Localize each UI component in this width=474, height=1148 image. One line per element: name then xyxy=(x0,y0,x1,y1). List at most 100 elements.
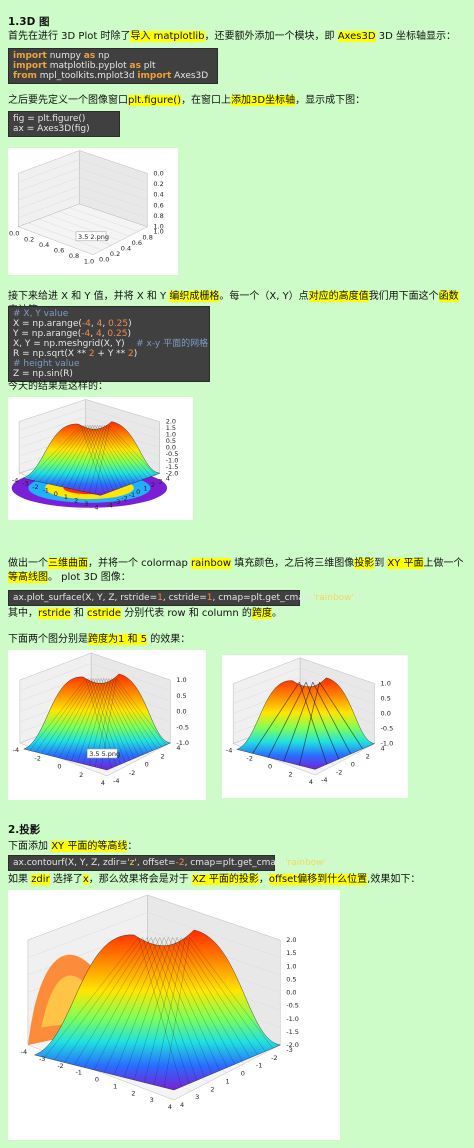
text-run: ，在窗口上 xyxy=(181,95,232,106)
code-token: 2 xyxy=(128,349,134,359)
text-run: ，显示成下图： xyxy=(295,95,366,106)
highlight: XZ 平面的投影 xyxy=(191,874,259,885)
y-tick-label: 4 xyxy=(381,745,385,753)
mesh-line xyxy=(185,937,266,1052)
text-run: 和 xyxy=(70,608,87,619)
x-tick-label: -4 xyxy=(226,747,232,755)
z-tick-label: 0.5 xyxy=(166,437,176,445)
code-block: fig = plt.figure() ax = Axes3D(fig) xyxy=(8,111,120,137)
mesh-line xyxy=(72,425,100,490)
mesh-line xyxy=(283,682,314,762)
paragraph: 首先在进行 3D Plot 时除了导入 matplotlib，还要额外添加一个模… xyxy=(8,30,466,44)
y-tick-label: -4 xyxy=(321,776,327,784)
mesh-line xyxy=(153,937,186,1086)
code-line: Y = np.arange(-4, 4, 0.25) xyxy=(13,329,205,339)
mesh-line xyxy=(39,425,86,482)
y-tick-label: -1 xyxy=(256,1062,262,1070)
x-tick-label: -3 xyxy=(39,1055,45,1063)
mesh-line xyxy=(111,678,157,749)
z-tick-label: -1.5 xyxy=(286,1028,299,1036)
x-tick-label: -1 xyxy=(75,1069,81,1077)
tag-box xyxy=(86,748,118,759)
z-tick-label: -0.5 xyxy=(381,725,394,733)
text-run: 接下来给进 X 和 Y 值，并将 X 和 Y xyxy=(8,291,170,302)
code-token: plt xyxy=(140,61,156,71)
mesh-line xyxy=(159,937,220,1071)
code-line: ax = Axes3D(fig) xyxy=(13,124,115,134)
highlight: XY 平面 xyxy=(387,558,424,569)
highlight: 等高线图 xyxy=(8,572,48,583)
mesh-line xyxy=(33,425,84,481)
y-tick-label: 2 xyxy=(366,753,370,761)
grid-line xyxy=(19,416,86,440)
mesh-line xyxy=(298,682,320,766)
x-tick-label: -2 xyxy=(246,755,252,763)
highlight: 投影 xyxy=(354,558,375,569)
mesh-line xyxy=(44,937,139,1058)
grid-line xyxy=(18,159,80,183)
x-tick-label: -2 xyxy=(57,1062,63,1070)
z-tick-label: 0.0 xyxy=(381,710,391,718)
text-run: ，那么效果将会是对于 xyxy=(88,874,192,885)
mesh-line xyxy=(94,425,131,485)
highlight: 跨度 xyxy=(251,608,272,619)
x-tick-label: -1 xyxy=(42,486,48,494)
mesh-line xyxy=(113,678,162,747)
code-token: -2 xyxy=(175,858,185,868)
x-tick-label: -4 xyxy=(21,1048,27,1056)
y-tick-label: 4 xyxy=(176,744,180,752)
code-token: , cmap=plt.get_cmap( xyxy=(212,593,314,603)
y-tick-label: 3 xyxy=(158,478,162,486)
text-run: 。 plot 3D 图像： xyxy=(48,572,131,583)
code-token: 'rainbow' xyxy=(285,858,327,868)
y-tick-label: -4 xyxy=(113,777,119,785)
image-tag: 3.5 2.png xyxy=(75,231,109,242)
code-token: ax = Axes3D(fig) xyxy=(13,124,90,134)
mesh-line xyxy=(53,678,97,757)
mesh-line xyxy=(29,678,86,751)
mesh-line xyxy=(109,425,156,475)
mesh-line xyxy=(35,678,89,753)
mesh-line xyxy=(319,681,363,750)
code-line: ax.contourf(X, Y, Z, zdir='z', offset=-2… xyxy=(13,858,333,868)
mesh-line xyxy=(189,937,273,1049)
mesh-line xyxy=(168,937,235,1065)
y-tick-label: 2 xyxy=(151,481,155,489)
code-token: 4 xyxy=(95,329,102,339)
mesh-line xyxy=(104,937,165,1073)
x-tick-label: 1 xyxy=(113,1082,117,1090)
mesh-line xyxy=(44,425,88,484)
code-token: , xyxy=(90,319,97,329)
y-tick-label: -3 xyxy=(286,1046,292,1054)
mesh-line xyxy=(155,937,213,1074)
mesh-line xyxy=(180,937,258,1055)
grid-line xyxy=(147,912,281,958)
z-tick-label: 0.0 xyxy=(153,169,163,177)
surface xyxy=(22,421,160,496)
z-tick-label: 1.0 xyxy=(153,223,163,231)
y-tick-label: 1 xyxy=(226,1077,230,1085)
code-token: -4 xyxy=(81,329,91,339)
code-line: # X, Y value xyxy=(13,309,205,319)
code-token: ax.contourf(X, Y, Z, zdir= xyxy=(13,858,128,868)
code-block: import numpy as np import matplotlib.pypl… xyxy=(8,48,218,84)
grid-line xyxy=(300,667,375,694)
z-tick-label: 1.0 xyxy=(176,676,186,684)
mesh-line xyxy=(84,937,156,1068)
mesh-line xyxy=(80,425,105,494)
mesh-line xyxy=(142,937,190,1084)
paragraph: 如果 zdir 选择了x，那么效果将会是对于 XZ 平面的投影，offset偏移… xyxy=(8,873,466,887)
code-token: X = np.arange( xyxy=(13,319,82,329)
y-tick-label: -2 xyxy=(121,495,127,503)
code-token: 0.25 xyxy=(107,329,128,339)
code-token: 1 xyxy=(157,593,163,603)
mesh-line xyxy=(172,937,243,1062)
mesh-line xyxy=(67,425,98,489)
mesh-line xyxy=(138,937,182,1087)
grid-line xyxy=(18,185,80,210)
z-tick-label: -1.5 xyxy=(166,463,179,471)
mesh-line xyxy=(114,937,169,1076)
text-run: 填充颜色，之后将三维图像 xyxy=(231,558,355,569)
